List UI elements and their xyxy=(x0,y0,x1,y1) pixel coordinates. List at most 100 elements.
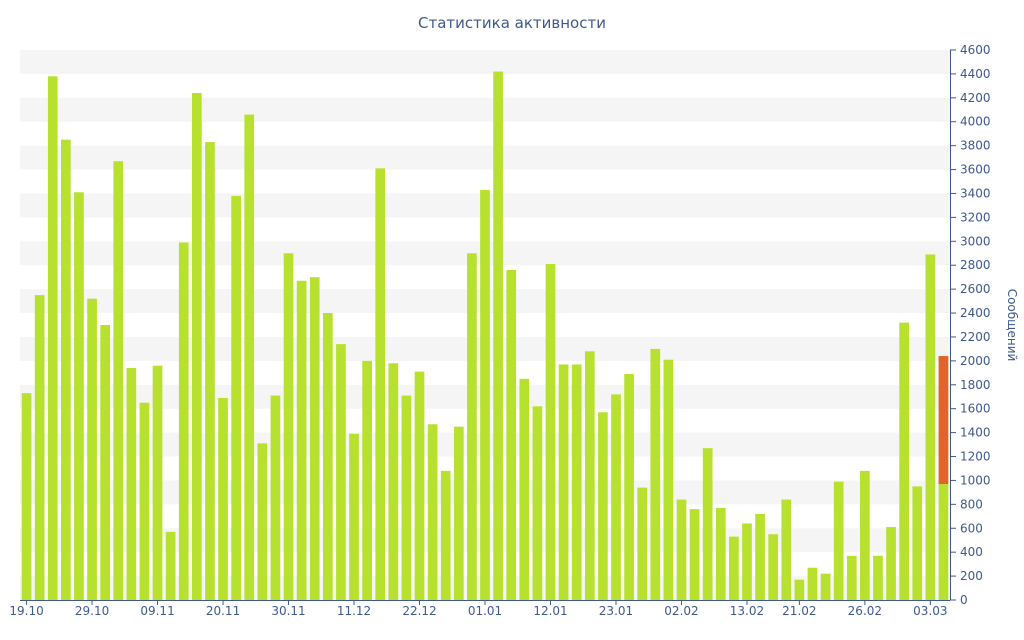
x-tick-label: 12.01 xyxy=(533,604,567,618)
bar xyxy=(676,499,687,600)
bar xyxy=(349,433,359,600)
bar xyxy=(152,365,163,600)
bar xyxy=(47,76,58,601)
x-tick-label: 20.11 xyxy=(206,604,240,618)
bar xyxy=(558,364,569,600)
bar xyxy=(427,424,438,600)
y-tick-label: 0 xyxy=(960,593,968,607)
bar xyxy=(873,555,883,600)
bar xyxy=(611,394,621,600)
bar xyxy=(388,363,399,600)
y-tick-label: 2800 xyxy=(960,258,991,272)
y-tick-label: 3600 xyxy=(960,163,991,177)
bar xyxy=(794,579,805,600)
x-tick-label: 13.02 xyxy=(730,604,764,618)
bar xyxy=(467,253,477,600)
bar xyxy=(440,470,451,600)
y-tick-label: 1000 xyxy=(960,473,991,487)
bar xyxy=(74,192,84,601)
x-tick-label: 19.10 xyxy=(9,604,43,618)
bar xyxy=(650,348,661,600)
bar xyxy=(702,448,713,600)
bar xyxy=(571,364,582,600)
y-tick-label: 2000 xyxy=(960,354,991,368)
bar xyxy=(860,470,870,600)
y-tick-label: 600 xyxy=(960,521,983,535)
y-tick-label: 4000 xyxy=(960,115,991,129)
bars-group xyxy=(21,71,949,601)
bar xyxy=(139,402,150,600)
bar xyxy=(506,270,517,600)
bar xyxy=(34,295,45,600)
bar xyxy=(257,443,268,600)
bar xyxy=(100,325,110,600)
bar xyxy=(218,397,228,600)
bar xyxy=(362,360,372,600)
bar xyxy=(336,344,346,600)
bar xyxy=(401,395,412,600)
bar xyxy=(453,426,464,600)
x-tick-label: 01.01 xyxy=(468,604,502,618)
bar xyxy=(322,313,333,600)
bar xyxy=(624,374,634,600)
y-tick-label: 2400 xyxy=(960,306,991,320)
bar xyxy=(925,254,936,600)
y-tick-label: 2600 xyxy=(960,282,991,296)
bar xyxy=(781,499,792,600)
grid-band xyxy=(20,50,950,74)
bar xyxy=(663,359,674,600)
bar xyxy=(886,527,896,600)
bar xyxy=(584,351,595,600)
bar xyxy=(912,486,923,600)
y-tick-label: 1400 xyxy=(960,426,991,440)
bar xyxy=(205,142,215,600)
bar xyxy=(742,523,752,600)
bar xyxy=(178,242,189,600)
y-tick-label: 400 xyxy=(960,545,983,559)
bar xyxy=(375,168,386,600)
y-tick-label: 1800 xyxy=(960,378,991,392)
x-tick-label: 26.02 xyxy=(848,604,882,618)
y-tick-label: 3400 xyxy=(960,186,991,200)
bar xyxy=(807,567,818,600)
bar xyxy=(689,509,700,600)
bar xyxy=(60,139,71,600)
bar xyxy=(296,280,307,600)
y-tick-label: 3800 xyxy=(960,139,991,153)
bar xyxy=(846,555,857,600)
bar xyxy=(755,513,765,600)
bar xyxy=(637,487,648,600)
y-tick-label: 4600 xyxy=(960,43,991,57)
bar xyxy=(493,71,503,601)
bar xyxy=(414,371,425,600)
bar xyxy=(21,393,32,600)
bar xyxy=(899,322,910,600)
y-tick-label: 3200 xyxy=(960,210,991,224)
y-tick-label: 1600 xyxy=(960,402,991,416)
x-tick-label: 22.12 xyxy=(402,604,436,618)
bar xyxy=(729,536,739,600)
y-tick-label: 800 xyxy=(960,497,983,511)
x-tick-label: 09.11 xyxy=(140,604,174,618)
bar xyxy=(715,507,726,600)
x-tick-label: 03.03 xyxy=(913,604,947,618)
bar xyxy=(833,481,844,600)
bar xyxy=(231,195,241,600)
y-tick-label: 4400 xyxy=(960,67,991,81)
chart-title: Статистика активности xyxy=(418,14,606,32)
x-tick-label: 30.11 xyxy=(271,604,305,618)
grid-band xyxy=(20,97,950,122)
bar xyxy=(283,253,294,600)
axes-group: 0 200 400 600 800 1000 1200 1400 1600 1800 2000 220… xyxy=(9,43,990,618)
bar xyxy=(191,93,202,600)
y-tick-label: 2200 xyxy=(960,330,991,344)
bar-highlight xyxy=(938,356,949,485)
bar xyxy=(480,189,490,601)
bar xyxy=(309,277,320,600)
bar xyxy=(165,531,176,600)
x-tick-label: 02.02 xyxy=(664,604,698,618)
y-tick-label: 1200 xyxy=(960,450,991,464)
bar xyxy=(545,264,556,600)
grid-band xyxy=(20,145,950,170)
bar xyxy=(270,395,281,600)
